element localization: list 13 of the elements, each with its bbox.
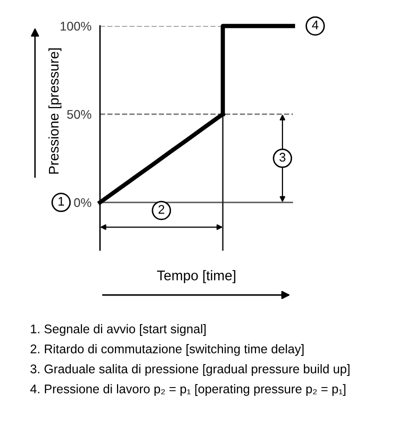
y-axis-title: Pressione [pressure]: [48, 48, 62, 174]
text: 3. Graduale salita di pressione [gradual pressure build up]: [30, 364, 350, 376]
y-tick-label: 50%: [67, 110, 92, 119]
text: 4: [312, 20, 318, 30]
text: 4. Pressione di lavoro p₂ = p₁ [operating pressure p₂ = p₁]: [30, 384, 346, 396]
y-tick-label: 0%: [74, 198, 92, 208]
text: 2. Ritardo di commutazione [switching time delay]: [30, 344, 304, 356]
x-axis-title: Tempo [time]: [157, 270, 236, 284]
text: 1: [58, 197, 64, 206]
annotation: 2: [158, 204, 164, 214]
annotation: 3: [279, 152, 286, 162]
y-tick-label: 100%: [60, 22, 92, 31]
text: 1. Segnale di avvio [start signal]: [30, 324, 206, 336]
